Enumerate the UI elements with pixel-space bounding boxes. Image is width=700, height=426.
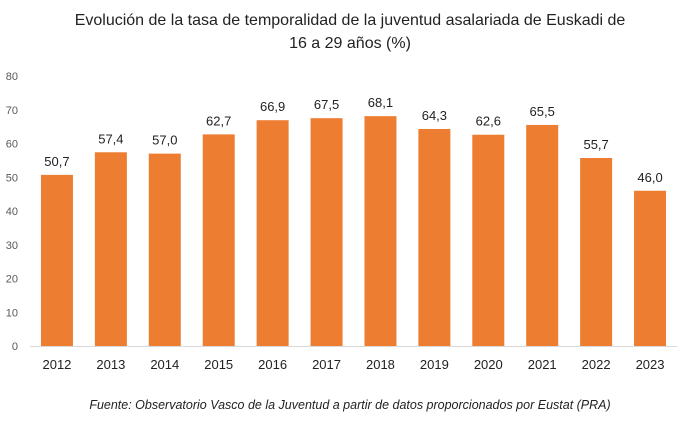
data-label: 57,0 [152,133,177,148]
data-label: 62,6 [476,114,501,129]
y-tick-label: 30 [6,240,18,252]
y-tick-label: 80 [6,71,18,83]
y-tick-label: 50 [6,172,18,184]
data-label: 50,7 [44,154,69,169]
bar-2015 [202,134,235,346]
data-label: 55,7 [583,137,608,152]
x-tick-label: 2021 [528,357,557,372]
bar-2021 [526,124,559,346]
bar-2023 [634,190,667,346]
y-tick-label: 40 [6,206,18,218]
data-label: 46,0 [637,170,662,185]
x-tick-label: 2022 [582,357,611,372]
x-tick-label: 2019 [420,357,449,372]
x-tick-label: 2015 [204,357,233,372]
bar-2013 [94,152,127,346]
bar-2019 [418,128,451,346]
data-label: 65,5 [530,104,555,119]
data-label: 62,7 [206,113,231,128]
x-tick-label: 2016 [258,357,287,372]
x-tick-label: 2012 [42,357,71,372]
y-tick-label: 10 [6,307,18,319]
x-tick-label: 2017 [312,357,341,372]
data-label: 57,4 [98,131,123,146]
chart-title-line1: Evolución de la tasa de temporalidad de … [74,12,626,29]
y-tick-label: 60 [6,139,18,151]
x-tick-label: 2013 [96,357,125,372]
y-tick-label: 20 [6,274,18,286]
chart-title-line2: 16 a 29 años (%) [289,35,411,52]
data-label: 67,5 [314,97,339,112]
x-tick-label: 2014 [150,357,179,372]
data-label: 68,1 [368,95,393,110]
x-tick-label: 2023 [636,357,665,372]
bar-2012 [40,174,73,346]
data-label: 64,3 [422,108,447,123]
bar-2014 [148,153,181,346]
source-note: Fuente: Observatorio Vasco de la Juventu… [89,398,611,412]
y-tick-label: 0 [12,341,18,353]
bar-2020 [472,134,505,346]
bar-2018 [364,116,397,346]
x-tick-label: 2020 [474,357,503,372]
x-tick-label: 2018 [366,357,395,372]
bar-2022 [580,158,613,346]
bar-2016 [256,120,289,347]
bar-2017 [310,118,343,346]
data-label: 66,9 [260,99,285,114]
y-tick-label: 70 [6,105,18,117]
